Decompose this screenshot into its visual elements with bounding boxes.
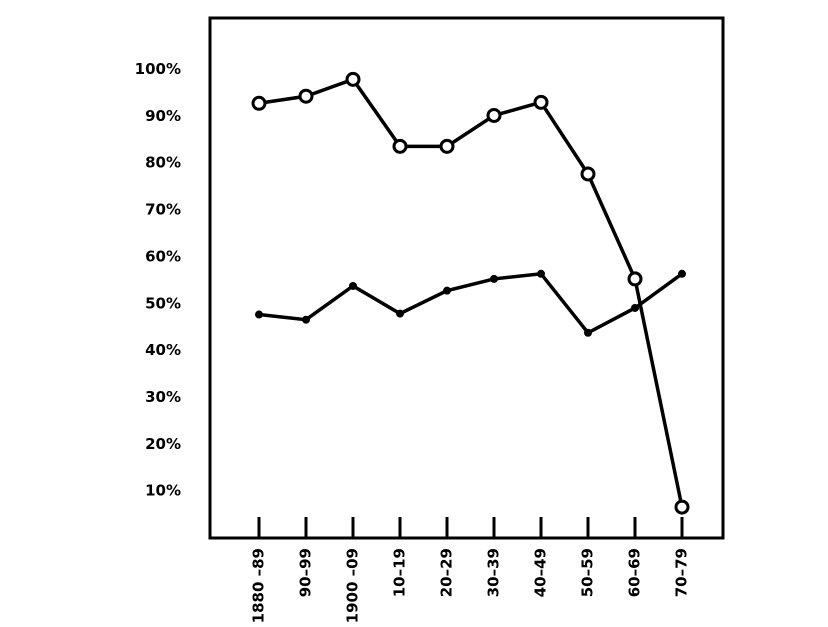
point bbox=[631, 303, 639, 312]
x-tick-label: 50–59 bbox=[579, 548, 597, 597]
point bbox=[580, 166, 596, 182]
point bbox=[584, 328, 592, 337]
point bbox=[302, 315, 310, 324]
point bbox=[678, 269, 686, 278]
y-tick-label: 30% bbox=[145, 388, 181, 406]
series-line bbox=[258, 271, 684, 336]
series-line bbox=[258, 77, 684, 508]
y-tick-label: 40% bbox=[145, 341, 181, 359]
x-tick-label: 20–29 bbox=[438, 548, 456, 597]
x-tick-label: 30–39 bbox=[485, 548, 503, 597]
y-tick-label: 60% bbox=[145, 247, 181, 265]
point bbox=[392, 138, 408, 154]
point bbox=[627, 271, 643, 287]
y-tick-label: 70% bbox=[145, 201, 181, 219]
x-tick-label: 1880 –89 bbox=[250, 548, 268, 623]
point bbox=[439, 138, 455, 154]
y-tick-label: 100% bbox=[135, 60, 181, 78]
y-tick-label: 20% bbox=[145, 435, 181, 453]
y-tick-label: 10% bbox=[145, 482, 181, 500]
point bbox=[255, 310, 263, 319]
x-tick-label: 10–19 bbox=[391, 548, 409, 597]
x-tick-label: 40–49 bbox=[532, 548, 550, 597]
x-tick-label: 60–69 bbox=[626, 548, 644, 597]
point bbox=[537, 269, 545, 278]
point bbox=[490, 274, 498, 283]
point bbox=[486, 107, 502, 123]
point bbox=[674, 499, 690, 515]
x-tick-label: 70–79 bbox=[673, 548, 691, 597]
plot-frame bbox=[208, 16, 725, 540]
y-tick-label: 80% bbox=[145, 154, 181, 172]
y-tick-label: 90% bbox=[145, 107, 181, 125]
point bbox=[345, 71, 361, 87]
point bbox=[349, 281, 357, 290]
point bbox=[396, 309, 404, 318]
point bbox=[298, 88, 314, 104]
point bbox=[443, 286, 451, 295]
point bbox=[251, 95, 267, 111]
x-tick-label: 1900 –09 bbox=[344, 548, 362, 623]
y-tick-label: 50% bbox=[145, 294, 181, 312]
x-tick-label: 90–99 bbox=[297, 548, 315, 597]
point bbox=[533, 94, 549, 110]
